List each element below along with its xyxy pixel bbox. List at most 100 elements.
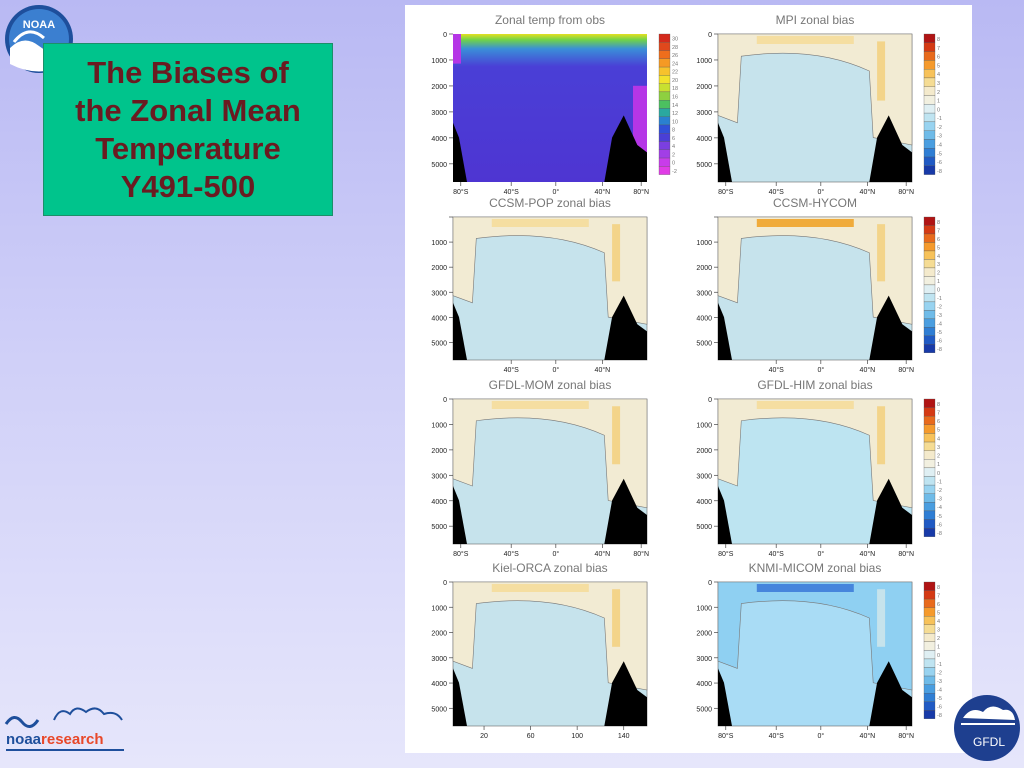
colorbar-swatch xyxy=(923,607,936,617)
colorbar-label: -2 xyxy=(937,670,942,676)
colorbar-swatch xyxy=(923,684,936,694)
y-tick-label: 1000 xyxy=(696,58,712,65)
x-tick-label: 80°S xyxy=(718,732,734,740)
colorbar-swatch xyxy=(923,318,936,328)
y-tick-label: 4000 xyxy=(696,681,712,688)
colorbar-swatch xyxy=(923,441,936,451)
noaa-research-text-1: noaa xyxy=(6,731,42,748)
colorbar-swatch xyxy=(923,121,936,131)
colorbar-swatch xyxy=(923,42,936,52)
y-tick-label: 0 xyxy=(708,580,712,587)
panel-title: GFDL-HIM zonal bias xyxy=(757,378,872,392)
y-tick-label: 4000 xyxy=(431,136,447,143)
y-tick-label: 0 xyxy=(443,397,447,404)
colorbar-label: 5 xyxy=(937,610,940,616)
y-tick-label: 3000 xyxy=(431,473,447,480)
colorbar-swatch xyxy=(923,33,936,43)
x-tick-label: 40°S xyxy=(769,188,785,196)
y-tick-label: 3000 xyxy=(431,656,447,663)
colorbar-swatch xyxy=(923,624,936,634)
colorbar-swatch xyxy=(923,242,936,252)
colorbar-label: -1 xyxy=(937,662,942,668)
colorbar-label: 1 xyxy=(937,99,940,105)
colorbar-swatch xyxy=(923,675,936,685)
colorbar-label: 8 xyxy=(937,585,940,591)
colorbar-label: 4 xyxy=(937,619,940,625)
colorbar-label: -6 xyxy=(937,339,942,345)
colorbar-label: 2 xyxy=(937,636,940,642)
colorbar-swatch xyxy=(923,633,936,642)
colorbar-label: 0 xyxy=(937,288,940,294)
colorbar: 8 7 6 5 4 3 2 1 0 -1 -2 -3 -4 -5 -6 -8 xyxy=(923,33,942,175)
colorbar-label: 4 xyxy=(672,144,675,150)
colorbar-swatch xyxy=(658,108,671,117)
colorbar-label: 6 xyxy=(937,419,940,425)
x-tick-label: 40°S xyxy=(769,732,785,740)
colorbar-label: -1 xyxy=(937,479,942,485)
colorbar-label: 14 xyxy=(672,103,678,109)
colorbar-label: 6 xyxy=(937,55,940,61)
colorbar-label: 5 xyxy=(937,428,940,434)
y-tick-label: 1000 xyxy=(431,605,447,612)
colorbar-swatch xyxy=(658,149,671,159)
colorbar-label: 3 xyxy=(937,628,940,634)
colorbar-swatch xyxy=(923,310,936,320)
y-tick-label: 2000 xyxy=(696,631,712,638)
colorbar-label: 18 xyxy=(672,86,678,92)
colorbar-swatch xyxy=(658,124,671,134)
x-tick-label: 100 xyxy=(571,733,583,740)
x-tick-label: 80°N xyxy=(633,550,649,558)
panel-title: KNMI-MICOM zonal bias xyxy=(749,561,882,575)
colorbar-swatch xyxy=(923,424,936,434)
colorbar-swatch xyxy=(923,267,936,277)
colorbar-label: 6 xyxy=(672,136,675,142)
x-tick-label: 80°S xyxy=(453,550,469,558)
x-tick-label: 40°N xyxy=(860,732,876,740)
x-tick-label: 0° xyxy=(552,550,559,558)
noaa-research-text-2: research xyxy=(41,731,104,748)
x-tick-label: 40°S xyxy=(504,366,520,374)
x-tick-label: 40°N xyxy=(595,188,611,196)
colorbar-swatch xyxy=(923,293,936,303)
colorbar-swatch xyxy=(658,42,671,51)
x-tick-label: 80°N xyxy=(898,188,914,196)
colorbar-label: -8 xyxy=(937,347,942,353)
colorbar-label: -8 xyxy=(937,169,942,175)
colorbar-label: 30 xyxy=(672,37,678,43)
x-tick-label: 80°N xyxy=(898,550,914,558)
x-tick-label: 40°N xyxy=(595,550,611,558)
colorbar-swatch xyxy=(923,450,936,460)
colorbar-swatch xyxy=(923,616,936,625)
colorbar-swatch xyxy=(658,58,671,68)
colorbar-label: 2 xyxy=(937,90,940,96)
x-tick-label: 140 xyxy=(618,733,630,740)
colorbar-label: 2 xyxy=(937,454,940,460)
colorbar-swatch xyxy=(658,157,671,167)
y-tick-label: 4000 xyxy=(696,136,712,143)
colorbar-label: -6 xyxy=(937,160,942,166)
colorbar-swatch xyxy=(923,519,936,529)
svg-text:noaaresearch: noaaresearch xyxy=(6,731,104,748)
x-tick-label: 80°N xyxy=(898,732,914,740)
colorbar-label: -1 xyxy=(937,296,942,302)
colorbar-label: -4 xyxy=(937,142,942,148)
colorbar-swatch xyxy=(923,667,936,677)
colorbar-swatch xyxy=(658,50,671,59)
colorbar-label: 3 xyxy=(937,262,940,268)
y-tick-label: 4000 xyxy=(696,315,712,322)
colorbar-label: -6 xyxy=(937,522,942,528)
x-tick-label: 20 xyxy=(480,733,488,740)
colorbar-swatch xyxy=(923,407,936,417)
colorbar-swatch xyxy=(923,581,936,591)
colorbar-swatch xyxy=(923,459,936,469)
colorbar-swatch xyxy=(923,86,936,96)
x-tick-label: 40°S xyxy=(504,188,520,196)
panel-7: Kiel-ORCA zonal bias 0 1000 2000 3000 4000 500… xyxy=(431,561,648,740)
y-tick-label: 5000 xyxy=(696,340,712,347)
colorbar-label: -5 xyxy=(937,696,942,702)
colorbar-swatch xyxy=(658,166,671,175)
colorbar-swatch xyxy=(923,51,936,61)
colorbar-label: -2 xyxy=(937,488,942,494)
colorbar-label: 4 xyxy=(937,72,940,78)
y-tick-label: 2000 xyxy=(431,631,447,638)
